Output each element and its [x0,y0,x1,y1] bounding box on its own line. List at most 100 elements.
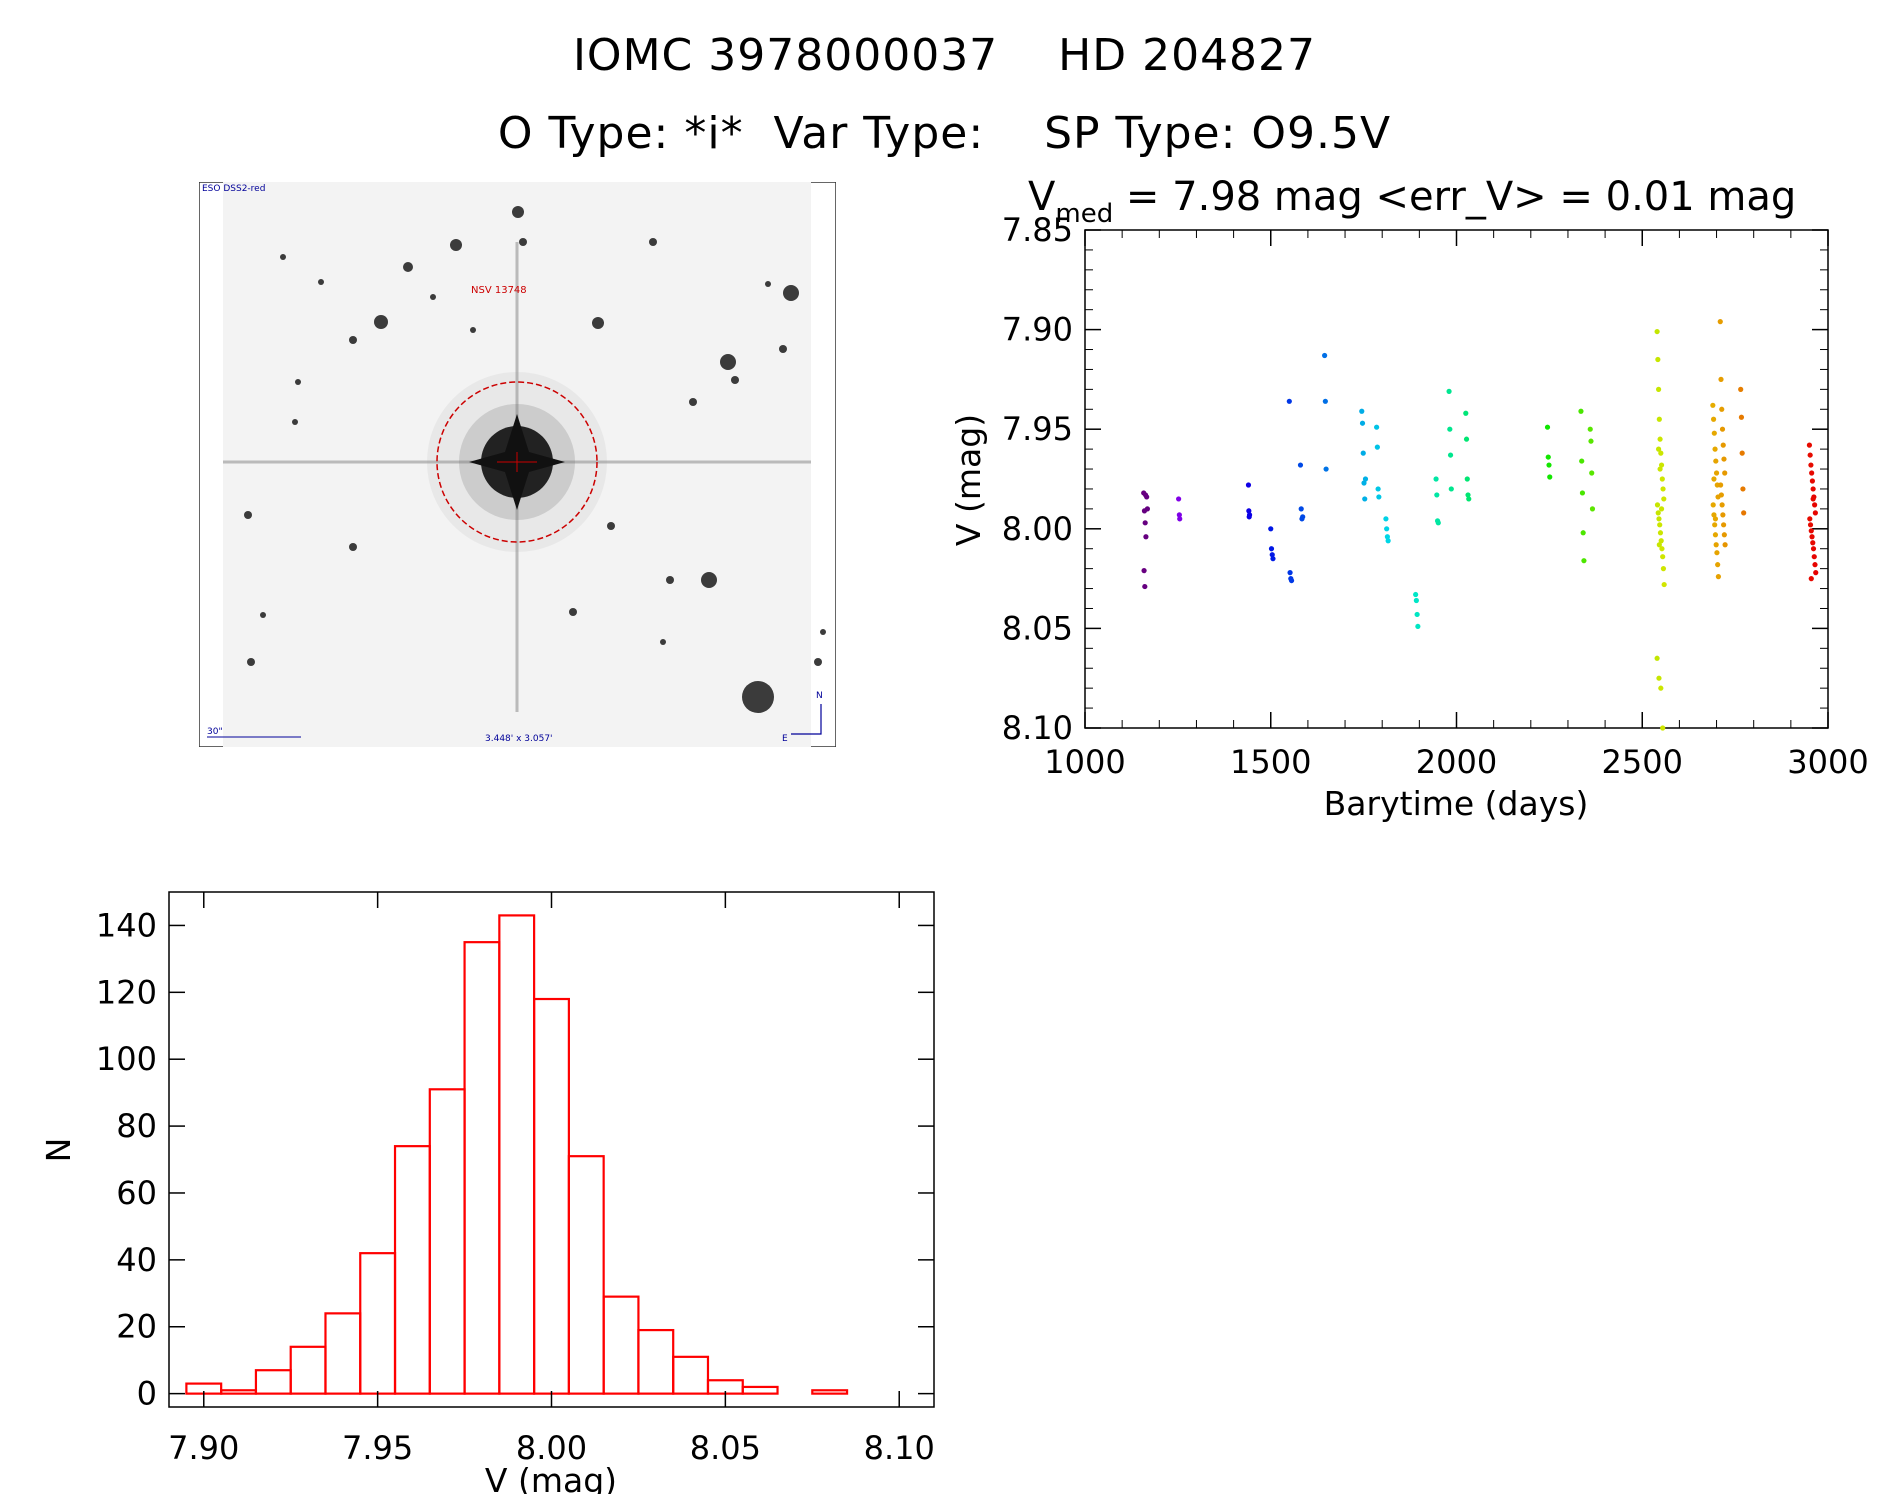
lc-point [1588,438,1594,444]
lc-point [1383,516,1389,522]
histogram-bar-9 [498,914,536,1395]
finder-star-12 [666,576,674,584]
histogram-bar-18 [811,1389,849,1395]
lc-point [1466,496,1472,502]
lc-point [1323,466,1329,472]
lc-point [1740,486,1746,492]
lc-point [1717,319,1723,325]
light-curve-xlabel: Barytime (days) [1324,784,1589,823]
lc-point [1659,546,1665,552]
lc-point [1710,402,1716,408]
hist-xtick-label-4: 8.10 [864,1429,935,1467]
lc-point [1658,685,1664,691]
lc-point [1656,416,1662,422]
lc-point [1245,482,1252,488]
lc-point [1287,570,1293,576]
lc-point [1463,436,1470,442]
lc-point [1722,470,1728,476]
lc-point [1433,476,1439,482]
lc-point [1578,408,1584,414]
finder-star-15 [814,658,822,666]
lc-point [1719,502,1725,508]
hist-xtick-label-0: 7.90 [168,1429,239,1467]
hist-ytick-label-7: 140 [96,906,157,944]
hist-ytick-label-4: 80 [116,1107,157,1145]
lc-point [1711,430,1717,436]
lc-point [1658,450,1664,456]
lc-point [1660,725,1666,731]
title-object-ids: IOMC 3978000037 HD 204827 [572,30,1317,81]
histogram-bar-7 [428,1088,466,1395]
light-curve-title: Vmed = 7.98 mag <err_V> = 0.01 mag [1028,174,1796,229]
lc-point [1589,506,1596,512]
lc-point [1413,597,1419,604]
lc-point [1654,655,1660,661]
histogram-bar-8 [463,941,501,1395]
histogram-bar-16 [741,1385,779,1395]
lc-point [1812,562,1818,568]
lc-xtick-label-3: 2500 [1602,743,1683,781]
lc-point [1661,581,1667,588]
finder-east-label: E [782,734,788,744]
lc-point [1712,446,1718,452]
lc-point [1359,408,1365,414]
hist-xtick-label-3: 8.05 [690,1429,761,1467]
lc-point [1374,444,1380,450]
lc-point [1738,386,1744,392]
lc-point [1269,552,1275,558]
finder-north-label: N [816,691,823,701]
lc-point [1414,611,1420,618]
histogram-bar-13 [637,1328,675,1395]
finder-star-25 [318,279,324,285]
lc-point [1658,538,1664,544]
histogram-bar-2 [254,1369,292,1395]
light-curve-title-rest: = 7.98 mag <err_V> = 0.01 mag [1113,174,1796,220]
finder-star-30 [660,639,666,645]
lc-point [1721,456,1727,462]
finder-chart-image: ESO DSS2-red NSV 13748 30" 3.448' x 3.05… [199,182,836,747]
lc-point [1660,554,1666,560]
lc-point [1361,480,1367,486]
lc-xtick-label-0: 1000 [1044,743,1125,781]
hist-ytick-label-6: 120 [96,973,157,1011]
histogram-bar-3 [289,1345,327,1395]
lc-point [1812,510,1818,516]
lc-point [1722,542,1728,548]
lc-point [1809,534,1815,540]
lc-point [1808,528,1814,534]
finder-scale-label: 30" [207,727,223,737]
lc-point [1415,623,1421,630]
lc-point [1661,496,1667,502]
lc-point [1360,450,1366,456]
lc-point [1813,570,1819,576]
lc-point [1810,546,1817,552]
lc-point [1714,550,1720,556]
lc-point [1362,496,1368,502]
lc-point [1713,470,1720,476]
lc-point [1580,530,1586,536]
lc-point [1587,426,1593,432]
lc-point [1581,558,1587,564]
lc-point [1656,516,1662,522]
lc-point [1741,510,1747,516]
lc-point [1810,540,1816,546]
histogram-bar-12 [602,1295,640,1395]
lc-point [1297,462,1304,468]
lc-point [1655,510,1661,516]
lc-point [1807,516,1813,522]
finder-star-10 [765,281,771,287]
hist-ytick-label-0: 0 [137,1375,157,1413]
lc-point [1362,476,1369,482]
lc-ytick-label-4: 8.05 [1002,609,1073,647]
lc-ytick-label-0: 7.85 [1002,211,1073,249]
lc-point [1447,452,1454,458]
lc-point [1656,542,1662,548]
finder-star-9 [783,285,799,301]
lc-point [1579,458,1585,464]
lc-point [1713,458,1719,464]
lc-point [1655,356,1661,363]
finder-star-29 [820,629,826,635]
lc-point [1807,452,1813,458]
histogram-bar-14 [672,1355,710,1395]
lc-point [1718,376,1724,382]
